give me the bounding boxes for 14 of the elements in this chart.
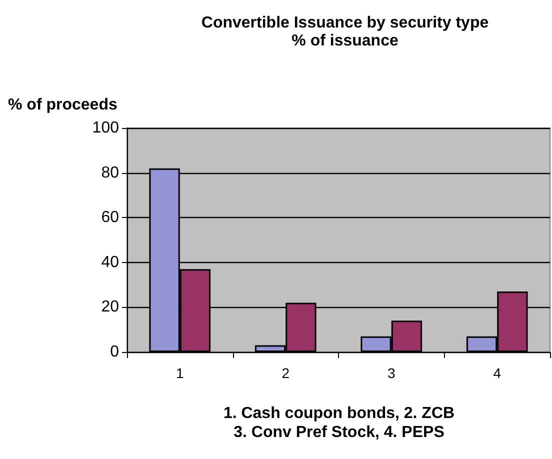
y-tick-label: 40 [101,254,120,271]
y-tick-label: 80 [101,164,120,182]
x-tick-label: 3 [387,365,396,381]
y-tick-label: 60 [101,209,120,226]
y-tick-label: 0 [110,344,120,360]
y-tick-label: 100 [92,120,120,136]
x-tick-label: 1 [176,365,184,381]
y-tick-label: 20 [101,298,120,316]
x-tick-label: 4 [493,365,502,381]
chart-subtitle: % of issuance [292,32,398,50]
y-axis-title: % of proceeds [8,96,118,114]
x-axis-title: 1. Cash coupon bonds, 2. ZCB 3. Conv Pref Stock, 4. PEPS [223,405,455,441]
chart-title: Convertible Issuance by security type [201,14,489,32]
x-tick-label: 2 [282,365,290,381]
